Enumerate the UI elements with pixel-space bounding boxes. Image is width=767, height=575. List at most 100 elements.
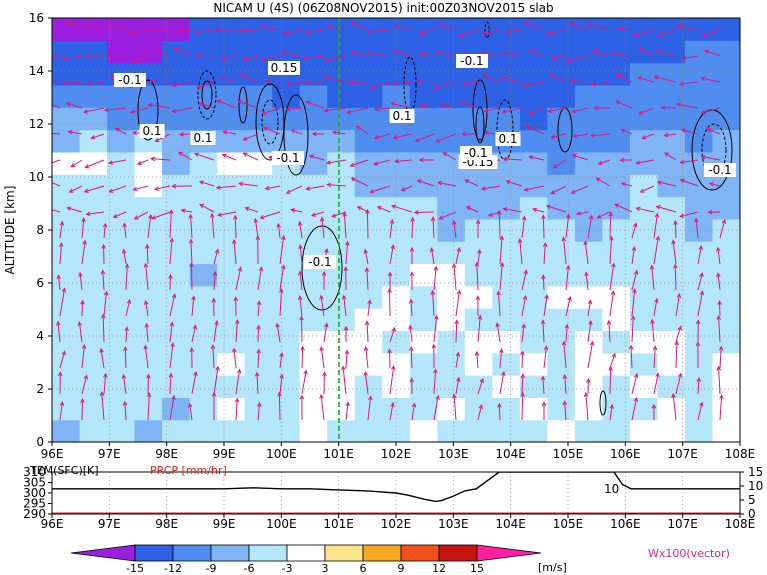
heatmap-cell <box>547 84 576 108</box>
wind-vector <box>542 275 545 291</box>
heatmap-cell <box>52 330 81 354</box>
contour-line <box>201 80 213 110</box>
heatmap-cell <box>492 151 521 175</box>
wind-vector-head <box>695 319 701 325</box>
heatmap-cell <box>437 129 466 153</box>
wind-vector <box>237 100 259 109</box>
wind-vector <box>499 262 503 291</box>
wind-vector-head <box>700 154 706 160</box>
wind-vector <box>679 81 699 85</box>
wind-vector-head <box>550 190 556 195</box>
heatmap-cell <box>217 18 246 41</box>
wind-vector-head <box>695 341 701 347</box>
wind-vector <box>66 102 83 109</box>
wind-vector <box>197 81 215 89</box>
heatmap-cell <box>354 241 383 265</box>
wind-vector <box>191 371 197 395</box>
wind-vector-head <box>319 393 324 399</box>
heatmap-cell <box>712 196 740 220</box>
wind-vector <box>653 298 658 317</box>
wind-vector-head <box>62 80 68 86</box>
heatmap-cell <box>684 397 714 421</box>
wind-vector-head <box>390 401 395 408</box>
wind-vector <box>194 153 215 161</box>
wind-vector <box>172 81 193 87</box>
wind-vector <box>123 249 127 265</box>
wind-vector-head <box>481 31 487 36</box>
wind-vector-head <box>716 314 721 320</box>
wind-vector <box>199 204 215 213</box>
heatmap-cell <box>547 419 576 442</box>
heatmap-cell <box>519 151 548 175</box>
wind-vector-head <box>195 52 201 58</box>
wind-vector-head <box>451 219 457 225</box>
contour-line <box>475 106 485 144</box>
wind-vector <box>367 300 371 317</box>
wind-vector <box>321 217 325 239</box>
heatmap-cell <box>492 330 521 354</box>
heatmap-cell <box>602 151 631 175</box>
wind-vector-head <box>699 272 704 278</box>
heatmap-cell <box>492 107 521 131</box>
colorbar-label: -15 <box>126 562 144 575</box>
heatmap-cell <box>162 196 191 220</box>
heatmap-cell <box>519 263 548 287</box>
wind-vector <box>528 107 545 115</box>
heatmap-cell <box>712 18 740 41</box>
wind-vector-head <box>282 31 288 36</box>
wind-vector <box>598 159 611 165</box>
wind-vector-head <box>211 297 217 303</box>
wind-vector-head <box>151 215 157 220</box>
wind-vector-head <box>290 208 296 213</box>
x-tick-label: 105E <box>553 517 584 531</box>
heatmap-cell <box>244 18 273 41</box>
wind-vector-head <box>660 105 666 110</box>
heatmap-cell <box>464 352 493 376</box>
wind-vector <box>299 245 303 265</box>
heatmap-cell <box>79 18 108 41</box>
wind-vector <box>84 185 105 193</box>
wind-vector-head <box>561 236 567 242</box>
heatmap-cell <box>272 375 301 398</box>
heatmap-cell <box>354 308 383 332</box>
wind-vector-head <box>633 372 639 379</box>
contour-label: -0.1 <box>464 146 487 160</box>
wind-vector-head <box>210 344 216 350</box>
heatmap-cell <box>162 241 191 265</box>
wind-vector-head <box>154 48 160 53</box>
wind-vector <box>675 373 682 395</box>
wind-vector-head <box>42 27 46 31</box>
wind-vector-head <box>410 216 415 222</box>
wind-vector <box>543 295 548 317</box>
wind-vector <box>636 207 655 213</box>
wind-vector <box>154 48 171 57</box>
contour-label-bg <box>272 151 304 165</box>
wind-vector-head <box>678 81 684 87</box>
wind-vector-head <box>298 244 303 250</box>
heatmap-cell <box>107 352 136 376</box>
wind-vector-head <box>610 51 616 56</box>
wind-vector-head <box>477 314 483 320</box>
wind-vector-head <box>674 340 680 346</box>
wind-vector-head <box>619 157 625 163</box>
wind-vector-head <box>589 340 595 346</box>
wind-vector <box>653 236 659 265</box>
heatmap-cell <box>657 62 686 86</box>
wind-vector-head <box>324 322 329 328</box>
heatmap-cell <box>52 151 81 175</box>
heatmap-cell <box>299 285 328 309</box>
heatmap-cell <box>354 18 383 41</box>
contour-line <box>283 94 309 176</box>
wind-vector-head <box>390 244 396 250</box>
heatmap-cell <box>354 330 383 354</box>
wind-vector <box>419 53 435 57</box>
heatmap-cell <box>299 375 328 398</box>
wind-vector-head <box>107 160 113 165</box>
heatmap-cell <box>684 241 714 265</box>
wind-vector-head <box>591 82 597 87</box>
heatmap-cell <box>602 352 631 376</box>
wind-vector-head <box>694 217 699 223</box>
contour-line <box>599 390 607 416</box>
heatmap-cell <box>244 285 273 309</box>
heatmap-cell <box>272 330 301 354</box>
